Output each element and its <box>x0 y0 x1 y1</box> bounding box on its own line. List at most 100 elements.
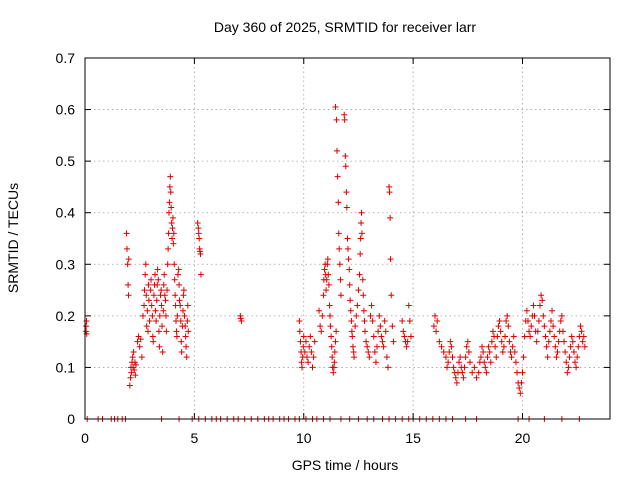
data-point <box>564 369 571 376</box>
data-point <box>335 199 342 206</box>
data-point <box>407 333 414 340</box>
data-point <box>358 220 365 227</box>
data-point <box>538 292 545 299</box>
data-point <box>358 209 365 216</box>
data-point <box>361 318 368 325</box>
data-point <box>447 338 454 345</box>
data-point <box>492 343 499 350</box>
data-point <box>341 111 348 118</box>
data-point <box>328 333 335 340</box>
data-point <box>487 359 494 366</box>
data-point <box>554 348 561 355</box>
y-tick-label: 0.1 <box>56 359 76 375</box>
data-point <box>549 307 556 314</box>
data-point <box>403 343 410 350</box>
data-point <box>324 256 331 263</box>
data-point <box>147 287 154 294</box>
data-point <box>530 302 537 309</box>
data-point <box>166 199 173 206</box>
data-point <box>342 163 349 170</box>
data-point <box>574 354 581 361</box>
data-point <box>558 312 565 319</box>
data-point <box>355 287 362 294</box>
data-point <box>482 364 489 371</box>
data-point <box>521 333 528 340</box>
data-point <box>348 328 355 335</box>
data-point <box>148 302 155 309</box>
data-point <box>164 261 171 268</box>
data-point <box>333 328 340 335</box>
data-point <box>311 338 318 345</box>
data-point <box>332 103 339 110</box>
data-point <box>326 302 333 309</box>
data-point <box>323 276 330 283</box>
data-point <box>383 354 390 361</box>
data-point <box>354 302 361 309</box>
data-points <box>83 103 588 422</box>
data-point <box>542 333 549 340</box>
data-point <box>145 297 152 304</box>
y-tick-label: 0.5 <box>56 153 76 169</box>
data-point <box>486 348 493 355</box>
data-point <box>125 256 132 263</box>
data-point <box>477 354 484 361</box>
data-point <box>124 261 131 268</box>
data-point <box>500 343 507 350</box>
data-point <box>483 369 490 376</box>
data-point <box>360 292 367 299</box>
data-point <box>155 276 162 283</box>
data-point <box>142 271 149 278</box>
plot-frame <box>84 57 611 420</box>
data-point <box>578 328 585 335</box>
data-point <box>350 348 357 355</box>
data-point <box>440 348 447 355</box>
data-point <box>510 333 517 340</box>
data-point <box>146 318 153 325</box>
data-point <box>511 348 518 355</box>
data-point <box>197 271 204 278</box>
data-point <box>566 354 573 361</box>
data-point <box>480 348 487 355</box>
data-point <box>149 333 156 340</box>
data-point <box>450 364 457 371</box>
data-point <box>167 189 174 196</box>
data-point <box>195 225 202 232</box>
data-point <box>370 333 377 340</box>
data-point <box>363 338 370 345</box>
data-point <box>405 302 412 309</box>
data-point <box>580 333 587 340</box>
data-point <box>160 281 167 288</box>
data-point <box>336 261 343 268</box>
data-point <box>503 318 510 325</box>
data-point <box>321 266 328 273</box>
data-point <box>497 328 504 335</box>
data-point <box>400 328 407 335</box>
data-point <box>348 318 355 325</box>
data-point <box>499 348 506 355</box>
data-point <box>460 374 467 381</box>
data-point <box>169 235 176 242</box>
data-point <box>130 364 137 371</box>
data-point <box>144 307 151 314</box>
data-point <box>369 318 376 325</box>
data-point <box>382 328 389 335</box>
data-point <box>238 318 245 325</box>
data-point <box>360 307 367 314</box>
data-point <box>320 292 327 299</box>
data-point <box>386 183 393 190</box>
x-tick-label: 10 <box>296 430 312 446</box>
data-point <box>444 364 451 371</box>
data-point <box>167 173 174 180</box>
data-point <box>139 312 146 319</box>
data-point <box>364 343 371 350</box>
data-point <box>465 348 472 355</box>
data-point <box>196 235 203 242</box>
data-point <box>184 302 191 309</box>
data-point <box>327 323 334 330</box>
data-point <box>173 333 180 340</box>
data-point <box>479 343 486 350</box>
data-point <box>162 312 169 319</box>
data-point <box>178 348 185 355</box>
data-point <box>488 338 495 345</box>
data-point <box>469 369 476 376</box>
